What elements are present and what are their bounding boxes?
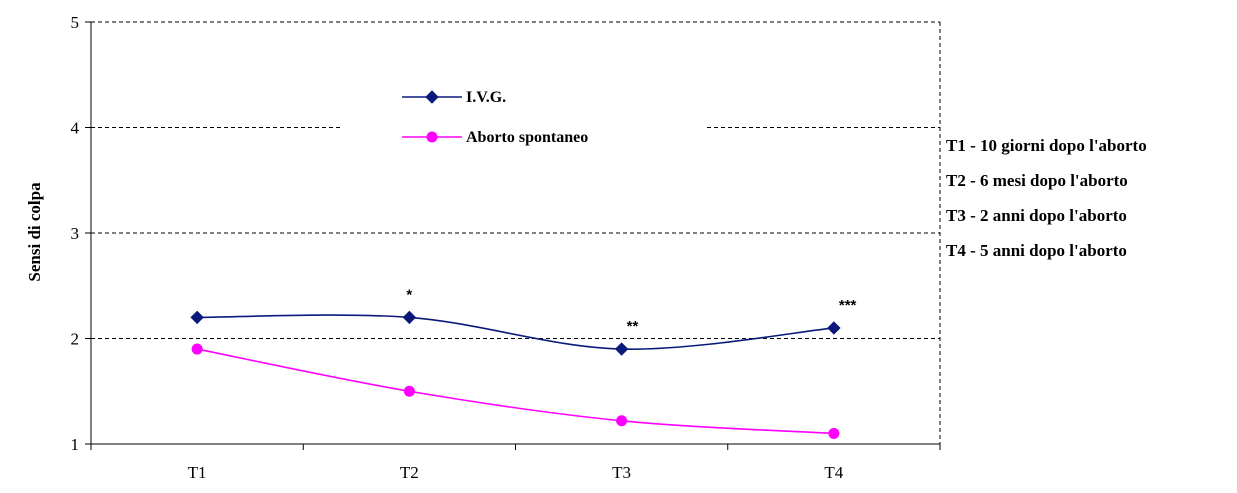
legend-marker bbox=[425, 90, 439, 104]
period-notes: T1 - 10 giorni dopo l'aborto T2 - 6 mesi … bbox=[946, 136, 1147, 260]
legend-item: I.V.G. bbox=[402, 89, 506, 106]
series-layer bbox=[190, 310, 841, 439]
series-1 bbox=[191, 343, 840, 439]
x-axis-ticks: T1 T2 T3 T4 bbox=[90, 444, 941, 482]
data-point bbox=[616, 415, 628, 427]
annotations: ****** bbox=[406, 286, 856, 335]
grid bbox=[91, 21, 941, 444]
legend-label: I.V.G. bbox=[466, 89, 506, 106]
y-tick-label: 2 bbox=[71, 330, 80, 349]
data-point bbox=[190, 310, 204, 325]
series-0 bbox=[190, 310, 841, 356]
y-tick-label: 1 bbox=[71, 435, 80, 454]
legend: I.V.G. Aborto spontaneo bbox=[342, 84, 704, 180]
data-point bbox=[191, 343, 203, 355]
significance-annotation: *** bbox=[839, 297, 857, 314]
y-axis-title: Sensi di colpa bbox=[25, 182, 44, 282]
period-note: T3 - 2 anni dopo l'aborto bbox=[946, 206, 1127, 225]
legend-item: Aborto spontaneo bbox=[402, 129, 588, 146]
data-point bbox=[403, 385, 415, 397]
data-point bbox=[614, 342, 629, 356]
y-axis-ticks: 1 2 3 4 5 bbox=[71, 13, 91, 454]
x-tick-label: T2 bbox=[400, 463, 419, 482]
period-note: T4 - 5 anni dopo l'aborto bbox=[946, 241, 1127, 260]
y-tick-label: 5 bbox=[71, 13, 80, 32]
series-line bbox=[196, 348, 834, 435]
legend-background bbox=[342, 84, 704, 180]
data-point bbox=[402, 310, 417, 325]
y-tick-label: 4 bbox=[71, 119, 80, 138]
data-point bbox=[828, 427, 840, 439]
data-point bbox=[827, 321, 841, 335]
x-tick-label: T4 bbox=[824, 463, 843, 482]
period-note: T2 - 6 mesi dopo l'aborto bbox=[946, 171, 1128, 190]
period-note: T1 - 10 giorni dopo l'aborto bbox=[946, 136, 1147, 155]
legend-label: Aborto spontaneo bbox=[466, 129, 588, 146]
significance-annotation: ** bbox=[627, 318, 639, 335]
significance-annotation: * bbox=[406, 286, 412, 303]
series-line bbox=[197, 314, 834, 350]
x-tick-label: T3 bbox=[612, 463, 631, 482]
x-tick-label: T1 bbox=[188, 463, 207, 482]
legend-marker bbox=[426, 131, 438, 143]
y-tick-label: 3 bbox=[71, 224, 80, 243]
